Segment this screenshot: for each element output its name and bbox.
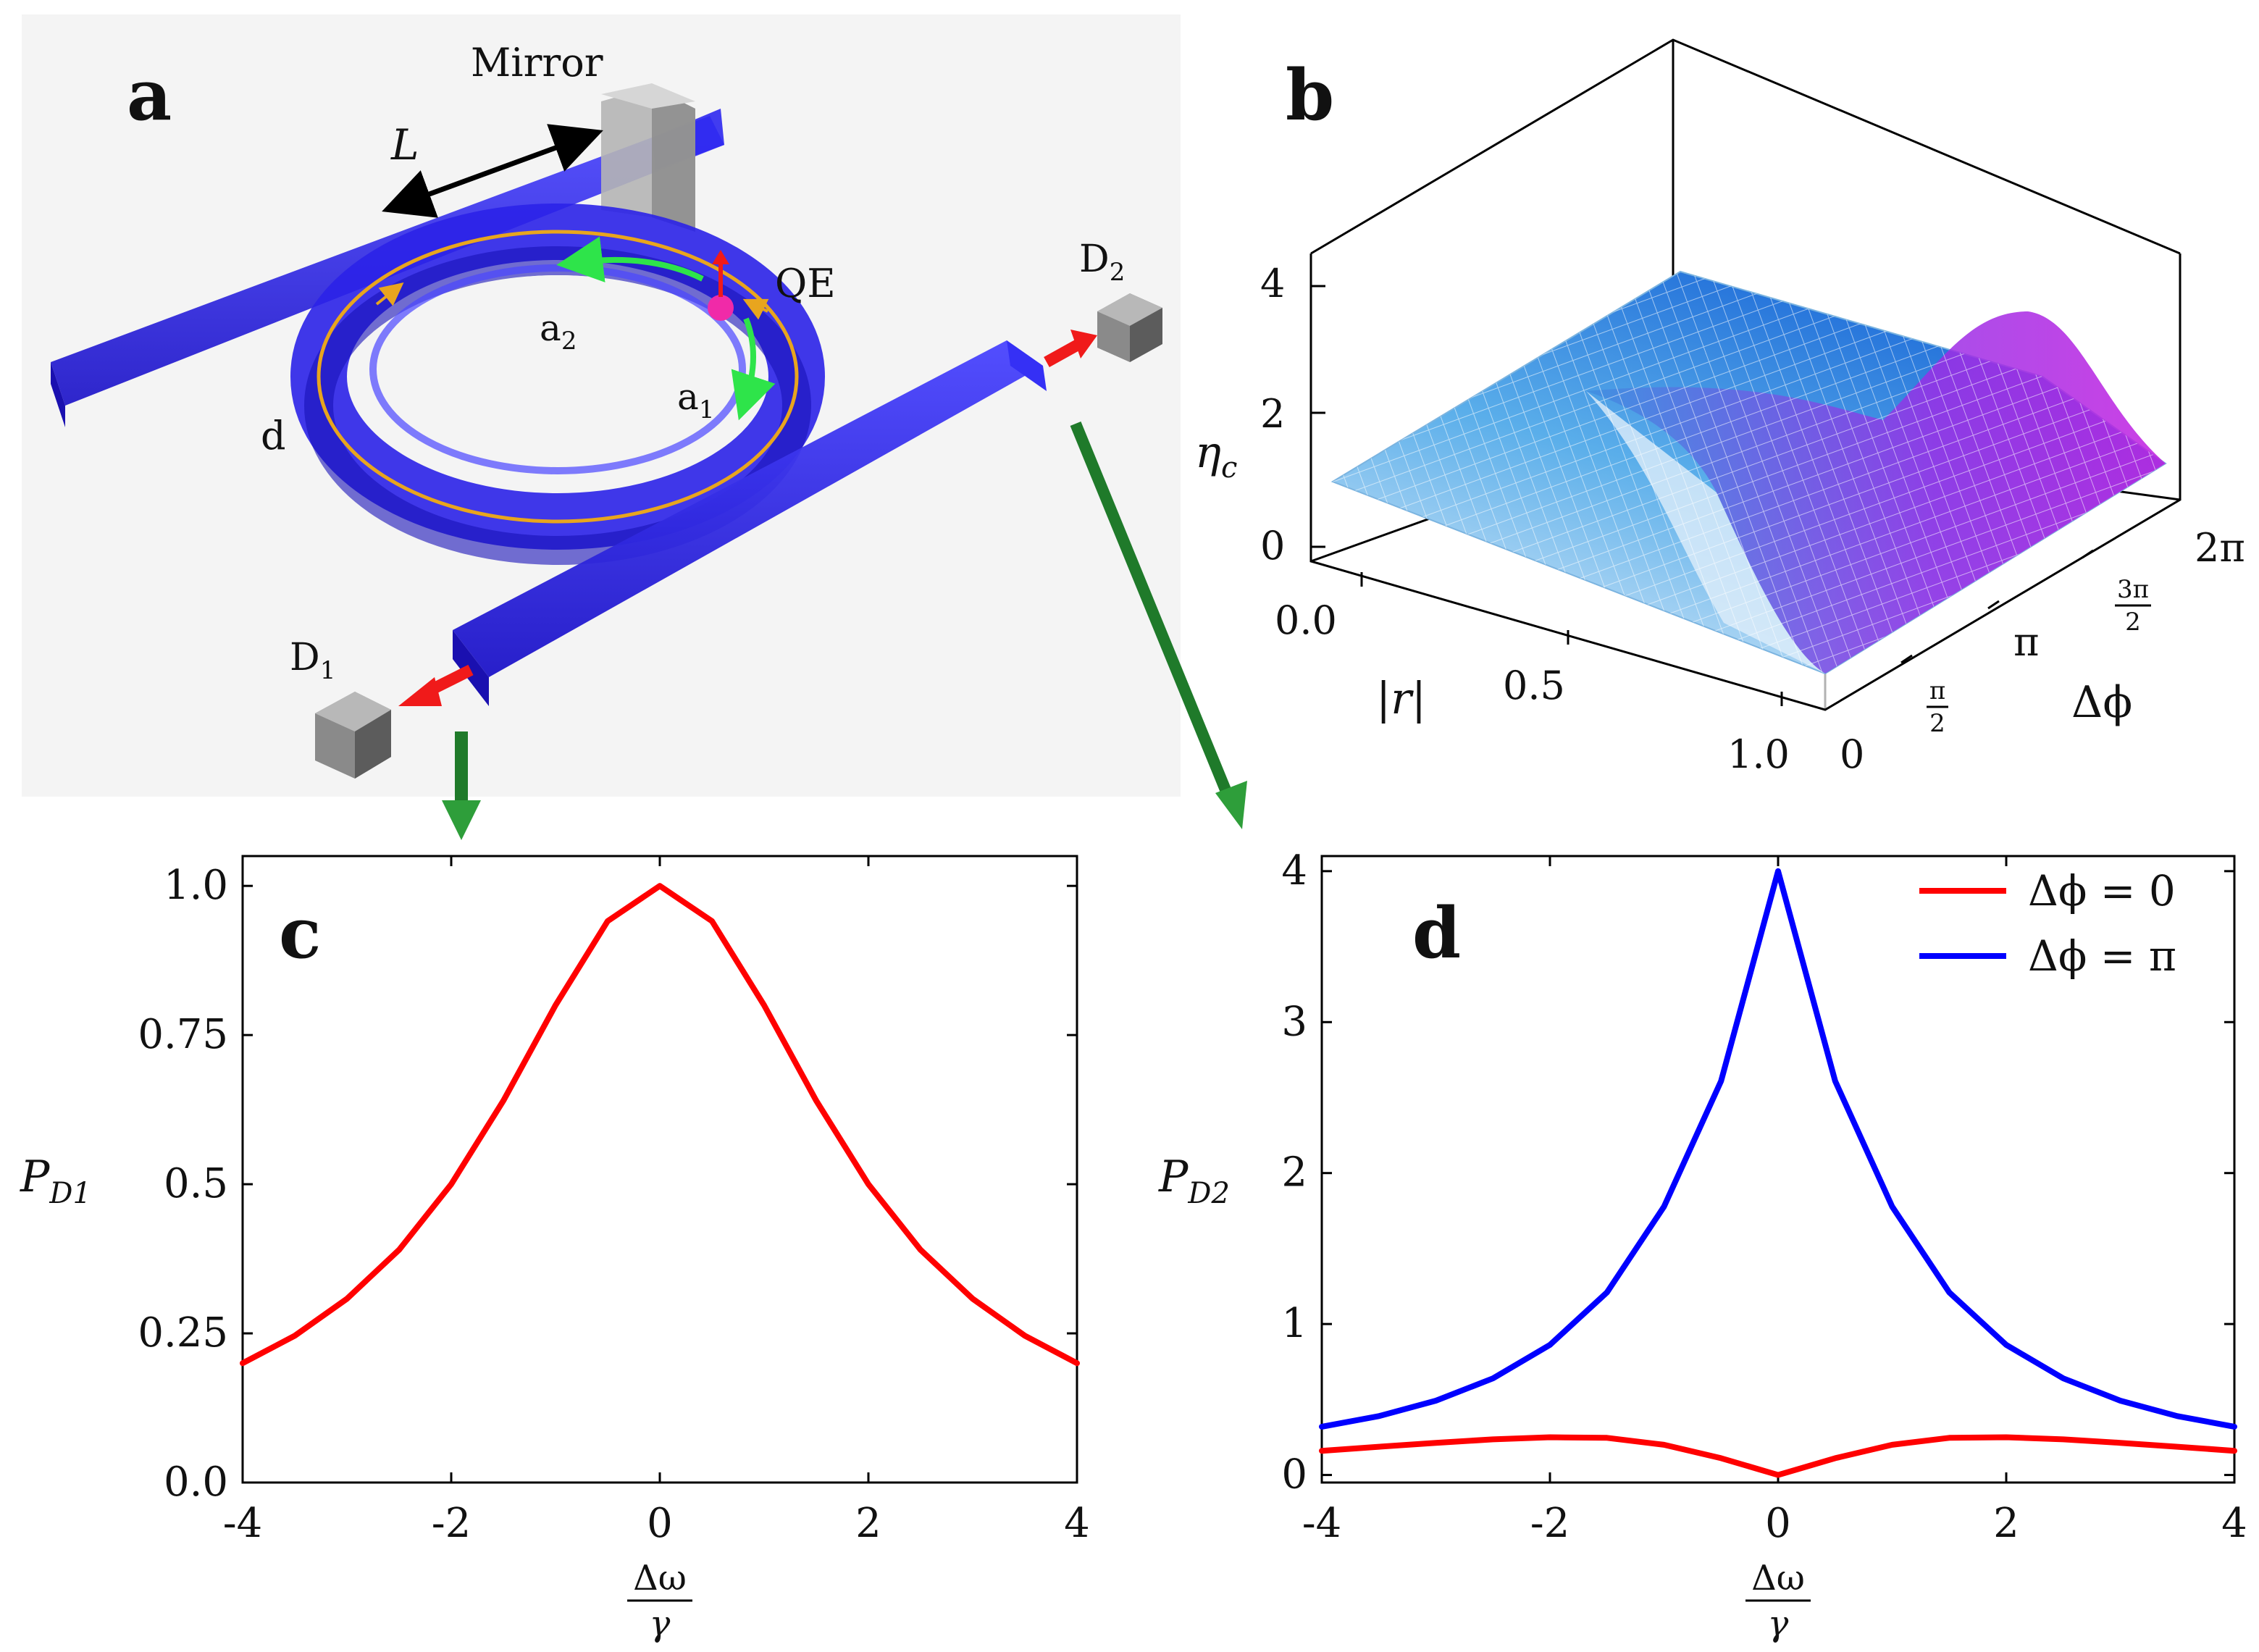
y-tick-label: 3 (1281, 998, 1307, 1045)
y-axis-label-main: P (1158, 1152, 1189, 1202)
mode1-label: a1 (677, 376, 714, 424)
panel-c-chart: -4 -2 0 2 4 0.0 0.25 0.5 0.75 1.0 c PD1 Δω γ (20, 855, 1090, 1644)
phi-axis: 0 π 2 π 3π 2 2π Δϕ (1840, 525, 2245, 777)
r-axis: 0.0 0.5 1.0 |r| (1275, 572, 1790, 777)
plot-frame (241, 855, 1078, 1484)
phi-tick-2pi: 2π (2195, 525, 2245, 571)
panel-b: 0 2 4 ηc 0.0 0.5 1.0 |r| 0 π 2 π 3π (1195, 38, 2245, 777)
z-tick-2: 2 (1260, 391, 1285, 437)
detector-d1 (315, 692, 391, 779)
series-line- (1319, 868, 2237, 1430)
pointer-arrow-to-c (442, 731, 481, 840)
eta-surface (1330, 270, 2167, 675)
r-axis-label: |r| (1376, 674, 1426, 724)
x-tick-label: -2 (1530, 1500, 1570, 1547)
series-line-pd1 (240, 883, 1080, 1367)
ring-trace (317, 230, 799, 524)
detector1-label: D1 (290, 636, 335, 685)
y-tick-label: 0.25 (138, 1309, 228, 1357)
z-axis: 0 2 4 ηc (1195, 261, 1325, 569)
x-tick-label: 0 (647, 1500, 673, 1547)
y-tick-label: 0 (1281, 1451, 1307, 1498)
z-axis-label: ηc (1195, 427, 1237, 485)
mode2-label: a2 (540, 307, 577, 356)
diameter-label: d (261, 413, 286, 458)
ring-arrow-left (375, 282, 404, 306)
phi-tick-3pi2-num: 3π (2117, 575, 2149, 604)
mode-a2-arrow (556, 236, 704, 282)
phi-tick-pi: π (2013, 619, 2040, 665)
y-axis-label-main: P (20, 1152, 51, 1202)
length-arrow (382, 124, 603, 218)
x-axis-label-num: Δω (1751, 1558, 1805, 1598)
emitter-dipole-head (712, 250, 729, 264)
x-tick-label: -2 (432, 1500, 472, 1547)
x-tick-label: 4 (1064, 1500, 1090, 1547)
mode-a1-arrow (731, 317, 776, 421)
output-arrow-d2 (1044, 339, 1082, 367)
x-tick-label: -4 (1302, 1500, 1342, 1547)
x-axis-label-den: γ (1768, 1603, 1789, 1644)
lower-waveguide (453, 340, 1047, 706)
y-tick-label: 4 (1281, 847, 1307, 894)
mirror-label: Mirror (471, 40, 603, 85)
mirror (601, 83, 695, 232)
x-tick-label: 2 (1993, 1500, 2019, 1547)
x-tick-label: 0 (1765, 1500, 1791, 1547)
ring-arrow-right (742, 298, 769, 320)
series-line-0 (1319, 1434, 2237, 1478)
y-tick-label: 1.0 (164, 862, 228, 909)
length-label: L (390, 120, 419, 169)
y-axis-label-sub: D1 (49, 1177, 91, 1210)
pointer-arrow-to-d (1070, 421, 1247, 829)
z-tick-4: 4 (1260, 261, 1285, 306)
y-tick-label: 0.75 (138, 1011, 228, 1058)
panel-a: Mirror L QE a2 a1 d (22, 14, 1181, 797)
panel-a-label: a (127, 54, 172, 136)
legend-entry: Δϕ = 0 (2028, 866, 2176, 915)
detector2-label: D2 (1079, 238, 1125, 287)
x-tick-label: 4 (2221, 1500, 2247, 1547)
phi-tick-pi2-den: 2 (1929, 709, 1945, 738)
quantum-emitter (708, 295, 734, 321)
r-tick-1: 1.0 (1727, 731, 1790, 777)
y-tick-label: 1 (1281, 1300, 1307, 1347)
r-tick-05: 0.5 (1503, 663, 1565, 708)
y-axis-label: PD2 (1158, 1152, 1230, 1210)
legend-entry: Δϕ = π (2028, 931, 2176, 981)
phi-tick-0: 0 (1840, 731, 1864, 777)
z-tick-0: 0 (1260, 523, 1285, 569)
phi-tick-3pi2-den: 2 (2125, 608, 2141, 637)
x-tick-label: 2 (855, 1500, 881, 1547)
r-tick-0: 0.0 (1275, 598, 1337, 643)
output-arrow-d1-head (398, 677, 442, 706)
panel-b-label: b (1286, 54, 1334, 136)
panel-c-label: c (279, 892, 321, 974)
x-tick-label: -4 (223, 1500, 263, 1547)
emitter-label: QE (775, 261, 836, 306)
y-tick-label: 2 (1281, 1149, 1307, 1196)
detector-d2 (1097, 293, 1162, 362)
phi-axis-label: Δϕ (2071, 677, 2132, 728)
x-axis-label-num: Δω (633, 1558, 687, 1598)
panel-d-label: d (1412, 892, 1461, 974)
output-arrow-d2-head (1070, 330, 1097, 359)
y-tick-label: 0.5 (164, 1160, 228, 1207)
y-tick-label: 0.0 (164, 1459, 228, 1506)
y-axis-label: PD1 (20, 1152, 91, 1210)
panel-d-chart: -4 -2 0 2 4 0 1 2 3 4 d PD2 Δω γ Δϕ = 0 Δϕ = π (1158, 847, 2247, 1644)
y-axis-label-sub: D2 (1187, 1177, 1230, 1210)
x-axis-label-den: γ (650, 1603, 671, 1644)
phi-tick-pi2-num: π (1929, 676, 1945, 705)
